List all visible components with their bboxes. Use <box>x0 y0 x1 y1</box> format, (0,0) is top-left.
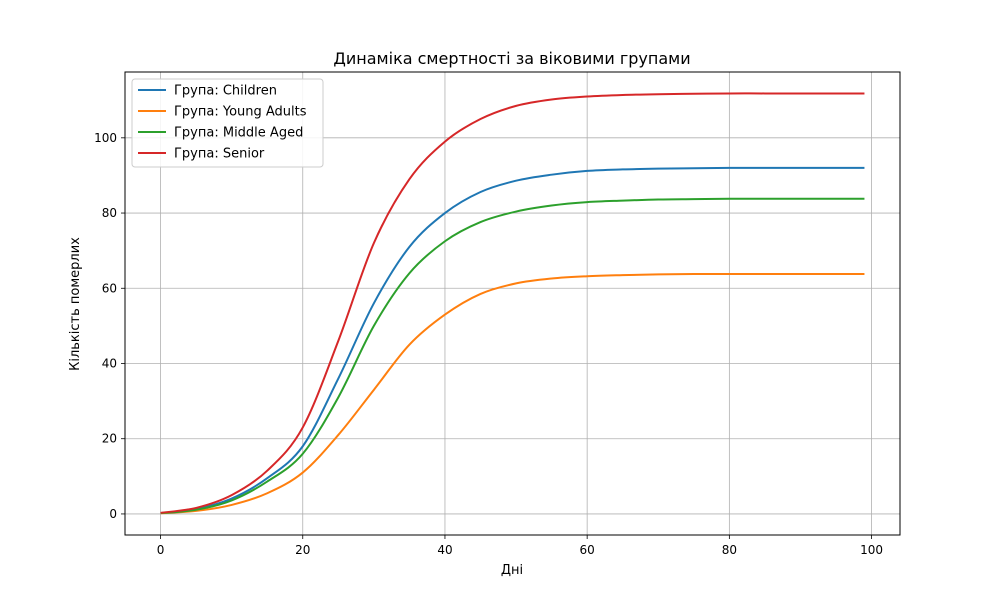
legend: Група: Children Група: Young Adults Група:… <box>131 78 324 168</box>
x-axis: 0 20 40 60 80 100 <box>157 535 883 557</box>
legend-box <box>131 78 324 168</box>
y-tick-label: 100 <box>94 131 117 145</box>
y-tick-label: 80 <box>102 206 117 220</box>
x-tick-label: 80 <box>722 543 737 557</box>
x-axis-label: Дні <box>501 563 523 578</box>
legend-label: Група: Middle Aged <box>174 126 303 141</box>
x-tick-label: 20 <box>295 543 310 557</box>
y-tick-label: 40 <box>102 356 117 370</box>
y-tick-label: 20 <box>102 432 117 446</box>
x-tick-label: 40 <box>437 543 452 557</box>
series-lines <box>160 92 865 515</box>
y-tick-label: 0 <box>109 507 117 521</box>
y-axis-label: Кількість померлих <box>68 237 83 371</box>
x-tick-label: 60 <box>580 543 595 557</box>
chart-title: Динаміка смертності за віковими групами <box>333 49 690 68</box>
series-line-2 <box>160 197 865 515</box>
x-tick-label: 0 <box>157 543 165 557</box>
series-line-0 <box>160 166 865 515</box>
x-tick-label: 100 <box>860 543 883 557</box>
series-line-3 <box>160 92 865 514</box>
legend-label: Група: Senior <box>174 147 265 162</box>
y-axis: 0 20 40 60 80 100 <box>94 131 125 521</box>
plot-frame <box>124 71 901 536</box>
legend-label: Група: Young Adults <box>174 105 307 120</box>
y-tick-label: 60 <box>102 281 117 295</box>
legend-label: Група: Children <box>174 84 277 99</box>
series-line-1 <box>160 272 865 515</box>
